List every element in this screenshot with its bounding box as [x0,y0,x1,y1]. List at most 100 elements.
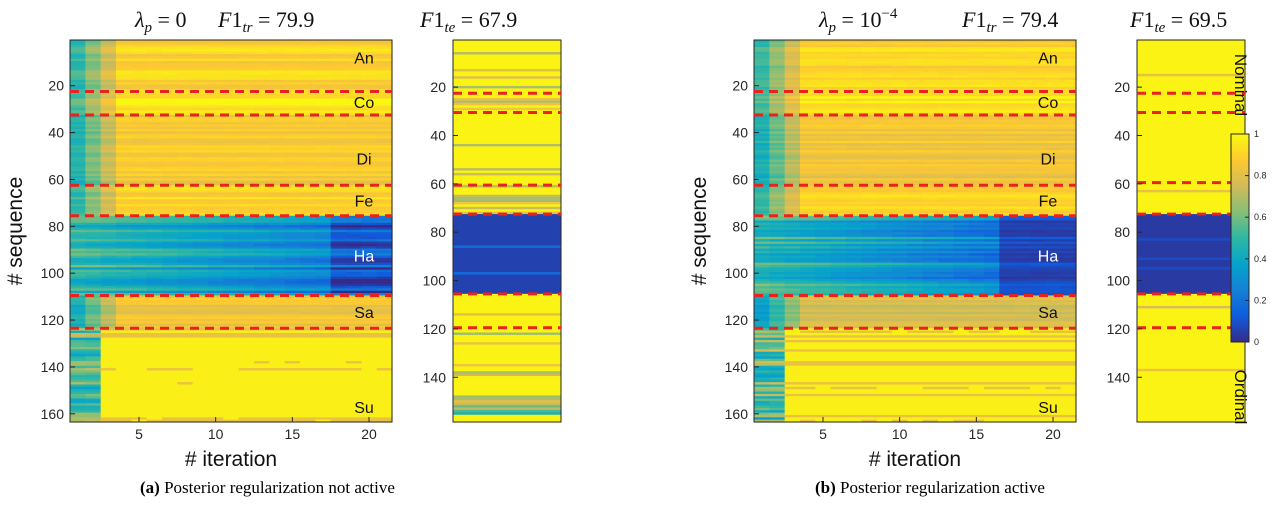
heat-cell [116,393,132,397]
heat-cell [131,70,148,74]
heat-cell [953,98,970,102]
heat-cell [116,211,132,215]
heat-cell [162,236,178,240]
heat-cell [208,79,224,83]
test-cell [453,83,561,87]
heat-cell [116,166,132,170]
heat-cell [315,178,332,182]
heat-cell [131,363,148,367]
heat-cell [876,51,893,55]
heat-cell [861,114,878,118]
heat-cell [146,330,163,334]
heat-cell [999,82,1016,86]
heat-cell [315,379,332,383]
heat-cell [162,410,178,414]
heat-cell [162,175,178,179]
heat-cell [330,379,347,383]
heat-cell [1014,93,1031,97]
heat-cell [754,61,770,65]
heat-cell [208,248,224,252]
heat-cell [300,122,316,125]
heat-cell [876,154,893,158]
heat-cell [330,325,347,329]
heat-cell [1030,68,1046,72]
heat-cell [754,189,770,193]
heat-cell [999,105,1016,109]
heat-cell [846,89,862,93]
heat-cell [953,168,970,172]
heat-cell [361,168,378,172]
heat-cell [1045,182,1062,186]
heat-cell [800,157,816,161]
heat-cell [100,232,117,236]
heat-cell [953,140,970,144]
test-cell [453,189,561,193]
heat-cell [177,197,194,200]
heat-cell [892,171,908,175]
heat-cell [192,389,209,393]
heat-cell [116,100,132,104]
heat-cell [346,414,362,418]
heat-cell [192,42,209,46]
heat-cell [208,239,224,243]
heat-cell [361,311,378,315]
heat-cell [192,236,209,240]
heat-cell [1014,98,1031,102]
heat-cell [984,107,1000,111]
test-cell [453,315,561,319]
heat-cell [238,199,255,203]
heat-cell [1014,70,1031,74]
heat-cell [254,316,270,320]
heat-cell [815,164,832,168]
heat-cell [269,417,286,421]
heat-cell [223,377,240,381]
heat-cell [223,304,240,308]
heat-cell [223,405,240,409]
heat-cell [208,379,224,383]
heat-cell [300,65,316,69]
heat-cell [800,143,816,147]
heat-cell [192,269,209,273]
heat-cell [346,185,362,189]
heat-cell [70,93,86,97]
heat-cell [192,410,209,414]
heat-cell [254,349,270,353]
heat-cell [315,236,332,240]
heat-cell [922,75,939,79]
heat-cell [162,257,178,261]
heat-cell [968,159,985,163]
heat-cell [116,354,132,357]
heat-cell [330,218,347,222]
heat-cell [85,304,102,308]
heat-cell [1045,178,1062,182]
heat-cell [254,194,270,198]
heat-cell [300,337,316,341]
heat-cell [238,192,255,196]
heat-cell [815,140,832,144]
heat-cell [1030,171,1046,175]
heat-cell [162,419,178,423]
heat-cell [116,391,132,395]
heat-cell [953,129,970,132]
heat-cell [100,40,117,43]
heat-cell [346,236,362,240]
heat-cell [1060,105,1077,109]
heat-cell [968,72,985,76]
heat-cell [269,349,286,353]
heat-cell [116,300,132,304]
heat-cell [223,314,240,318]
heat-cell [1045,96,1062,100]
heat-cell [999,68,1016,72]
heat-cell [238,232,255,236]
heat-cell [846,154,862,158]
heat-cell [223,396,240,400]
heat-cell [361,391,378,395]
heat-cell [376,314,393,318]
heat-cell [238,98,255,102]
heat-cell [330,363,347,367]
heat-cell [784,122,801,125]
heat-cell [330,129,347,132]
heat-cell [254,391,270,395]
heat-cell [1014,75,1031,79]
heat-cell [846,86,862,90]
